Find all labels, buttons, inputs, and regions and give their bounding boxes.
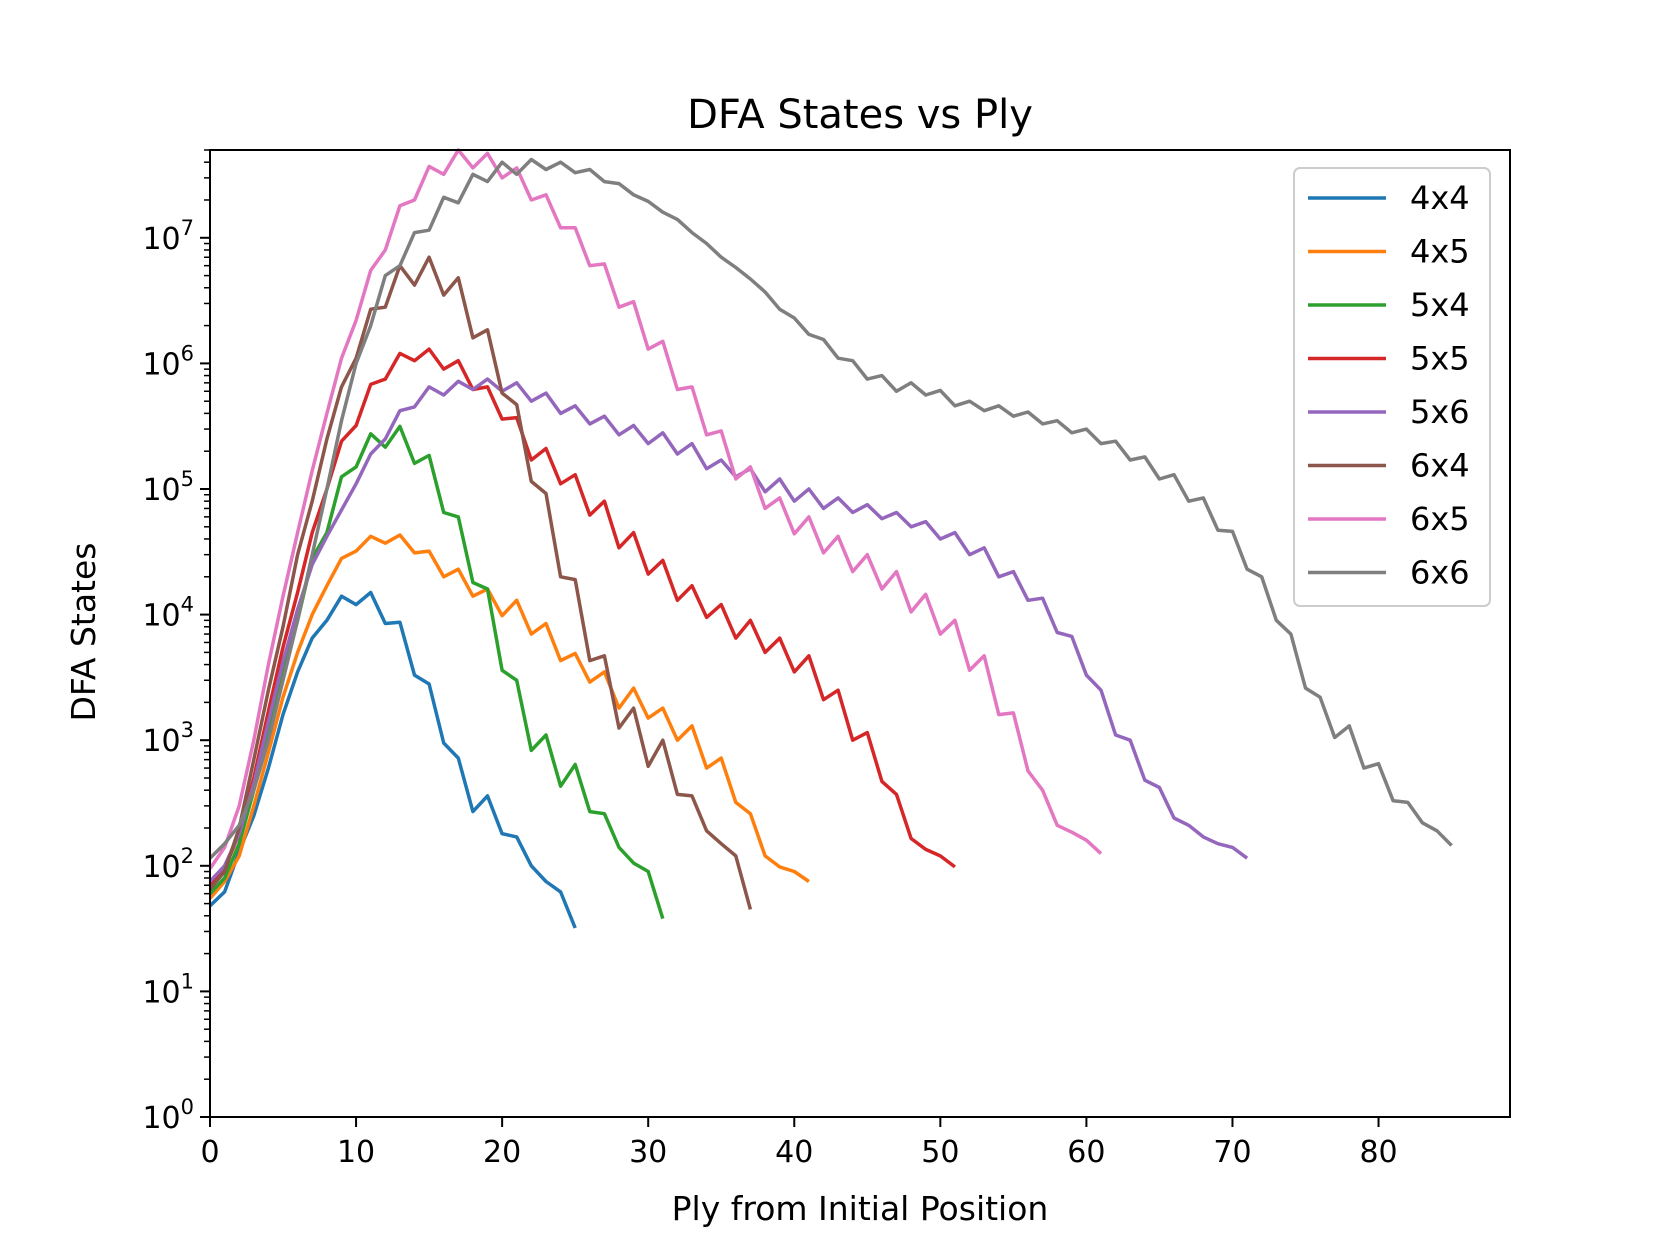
- chart-title: DFA States vs Ply: [687, 92, 1033, 138]
- y-tick-label: 103: [142, 718, 194, 759]
- series-line-6x4: [208, 255, 753, 910]
- legend-label-6x4: 6x4: [1410, 447, 1470, 485]
- y-tick-label: 104: [142, 593, 194, 634]
- series-line-6x6: [208, 157, 1453, 860]
- series-line-5x5: [208, 347, 956, 887]
- y-axis-title: DFA States: [64, 543, 103, 722]
- y-tick-label: 106: [142, 341, 194, 382]
- series-line-4x5: [208, 533, 810, 900]
- x-tick-label: 0: [200, 1135, 219, 1170]
- legend-label-5x4: 5x4: [1410, 286, 1470, 324]
- x-tick-label: 30: [629, 1135, 667, 1170]
- series-line-6x5: [208, 148, 1103, 870]
- y-tick-label: 107: [142, 216, 194, 257]
- x-tick-label: 50: [921, 1135, 959, 1170]
- legend-label-5x6: 5x6: [1410, 393, 1470, 431]
- legend-label-4x5: 4x5: [1410, 233, 1470, 271]
- y-tick-label: 102: [142, 844, 194, 885]
- x-tick-label: 20: [483, 1135, 521, 1170]
- x-tick-label: 10: [337, 1135, 375, 1170]
- legend-box: [1293, 167, 1491, 607]
- y-axis-ticks: 100 101 102 103 104 105 106 107: [142, 149, 210, 1136]
- plot-lines: [208, 148, 1453, 929]
- series-line-4x4: [208, 590, 577, 929]
- x-tick-label: 40: [775, 1135, 813, 1170]
- series-line-5x6: [208, 377, 1249, 883]
- y-tick-label: 100: [142, 1095, 194, 1136]
- y-tick-label: 105: [142, 467, 194, 508]
- legend-label-5x5: 5x5: [1410, 340, 1470, 378]
- y-tick-label: 101: [142, 969, 194, 1010]
- x-axis-ticks: 0 10 20 30 40 50 60 70 80: [200, 1117, 1398, 1170]
- x-tick-label: 80: [1359, 1135, 1397, 1170]
- x-tick-label: 60: [1067, 1135, 1105, 1170]
- legend-label-6x5: 6x5: [1410, 500, 1470, 538]
- x-tick-label: 70: [1213, 1135, 1251, 1170]
- legend-label-6x6: 6x6: [1410, 554, 1470, 592]
- x-axis-title: Ply from Initial Position: [672, 1189, 1049, 1228]
- legend-label-4x4: 4x4: [1410, 179, 1470, 217]
- legend: 4x4 4x5 5x4 5x5 5x6 6x4 6x5 6x6: [1293, 167, 1491, 607]
